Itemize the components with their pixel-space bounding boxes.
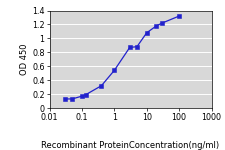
- X-axis label: Recombinant ProteinConcentration(ng/ml): Recombinant ProteinConcentration(ng/ml): [41, 141, 220, 150]
- Y-axis label: OD 450: OD 450: [20, 44, 29, 75]
